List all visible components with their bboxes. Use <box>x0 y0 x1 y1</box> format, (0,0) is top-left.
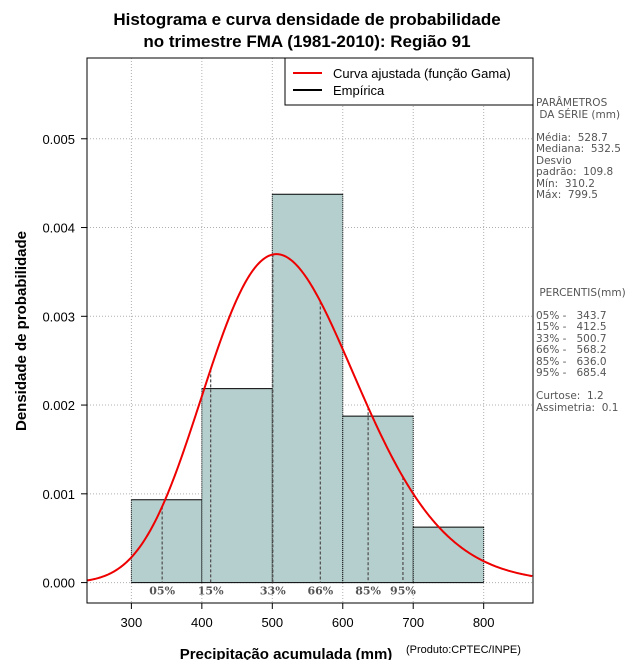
x-tick-label: 600 <box>332 615 354 630</box>
stat-kurtosis: Curtose: 1.2 <box>536 390 604 402</box>
percentile-33: 33% - 500.7 <box>536 332 607 345</box>
stat-max: Máx: 799.5 <box>536 189 598 201</box>
percentile-85: 85% - 636.0 <box>536 355 607 368</box>
stat-median: Mediana: 532.5 <box>536 143 621 155</box>
y-tick-label: 0.000 <box>42 576 75 591</box>
percentile-05: 05% - 343.7 <box>536 309 607 322</box>
product-credit: (Produto:CPTEC/INPE) <box>406 644 521 656</box>
chart-title-line-1: Histograma e curva densidade de probabil… <box>113 10 500 29</box>
percentile-label: 05% <box>149 585 175 598</box>
percentile-label: 66% <box>307 585 333 598</box>
percentile-label: 33% <box>260 585 286 598</box>
percentile-15: 15% - 412.5 <box>536 321 607 333</box>
histogram-bar <box>201 388 273 583</box>
histogram-bars <box>130 193 485 584</box>
percentile-label: 85% <box>355 585 381 598</box>
legend-empirical-label: Empírica <box>333 83 385 98</box>
x-tick-label: 800 <box>473 615 495 630</box>
y-tick-label: 0.002 <box>42 398 75 413</box>
percentile-lines: 05% 15% 33% 66% 85% 95% <box>149 254 416 598</box>
histogram-bar <box>342 416 414 583</box>
series-parameters-panel: PARÂMETROS DA SÉRIE (mm) Média: 528.7 Me… <box>536 97 640 414</box>
histogram-bar <box>272 194 343 583</box>
legend: Curva ajustada (função Gama) Empírica <box>284 57 534 106</box>
x-tick-label: 700 <box>402 615 424 630</box>
stat-sd: padrão: 109.8 <box>536 166 614 178</box>
stat-min: Mín: 310.2 <box>536 177 595 190</box>
stat-sd-label: Desvio <box>536 154 572 167</box>
percentile-label: 15% <box>198 585 224 598</box>
x-tick-label: 500 <box>261 615 283 630</box>
gamma-curve-line <box>86 253 533 582</box>
percentile-66: 66% - 568.2 <box>536 344 607 356</box>
params-subtitle: DA SÉRIE (mm) <box>536 108 621 121</box>
legend-box <box>284 57 534 106</box>
y-axis-title: Densidade de probabilidade <box>13 231 30 431</box>
axis-ticks: 300 400 500 600 700 800 0.000 0.001 0.002 0.003 0.… <box>42 132 494 630</box>
y-tick-label: 0.005 <box>42 132 75 147</box>
percentis-title: PERCENTIS(mm) <box>536 286 626 299</box>
y-tick-label: 0.003 <box>42 309 75 324</box>
params-title: PARÂMETROS <box>536 97 608 109</box>
stat-skewness: Assimetria: 0.1 <box>536 401 619 414</box>
chart-title-line-2: no trimestre FMA (1981-2010): Região 91 <box>143 32 470 51</box>
stat-mean: Média: 528.7 <box>536 131 608 144</box>
legend-curve-label: Curva ajustada (função Gama) <box>333 66 511 81</box>
percentile-label: 95% <box>390 585 416 598</box>
histogram-bar <box>131 499 202 583</box>
x-axis-title: Precipitação acumulada (mm) <box>180 646 393 660</box>
y-tick-label: 0.001 <box>42 487 75 502</box>
y-tick-label: 0.004 <box>42 221 75 236</box>
x-tick-label: 400 <box>191 615 213 630</box>
percentile-95: 95% - 685.4 <box>536 367 607 379</box>
x-tick-label: 300 <box>121 615 143 630</box>
